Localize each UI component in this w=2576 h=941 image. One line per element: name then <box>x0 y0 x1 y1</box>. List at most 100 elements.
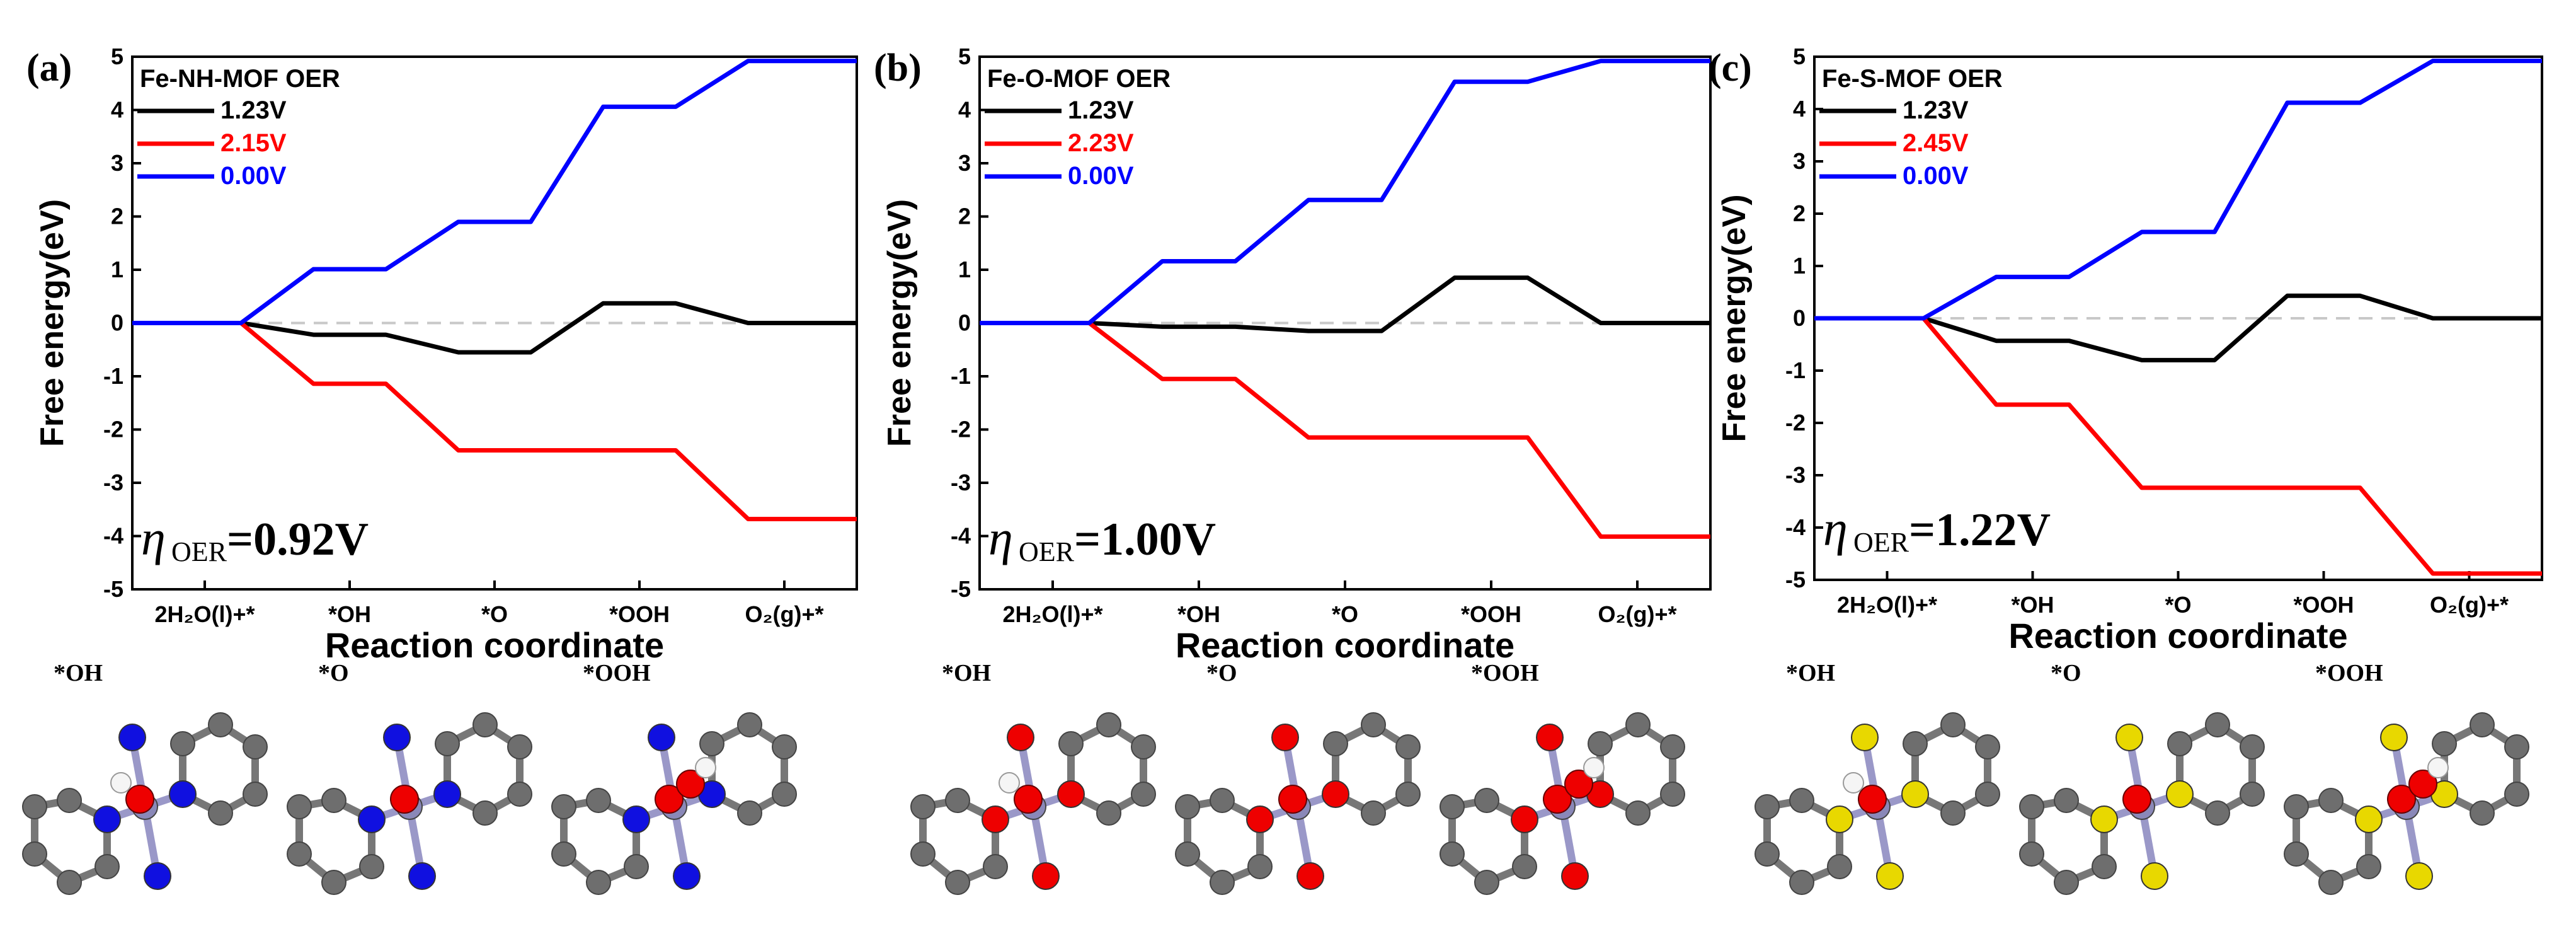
carbon-atom <box>1789 870 1814 895</box>
y-tick-label: -3 <box>951 470 971 495</box>
dopant-atom <box>2141 862 2168 890</box>
x-tick-label: *O <box>2165 592 2191 618</box>
y-tick-label: 2 <box>1793 200 1806 226</box>
carbon-atom <box>2432 731 2457 756</box>
y-tick-label: -5 <box>951 576 971 602</box>
y-tick-label: -5 <box>1785 567 1806 592</box>
hydrogen-atom <box>1843 772 1864 794</box>
carbon-atom <box>359 854 384 879</box>
carbon-atom <box>1440 794 1465 819</box>
carbon-atom <box>1395 782 1421 807</box>
carbon-atom <box>1827 854 1852 879</box>
y-tick-label: -2 <box>103 417 123 442</box>
carbon-atom <box>1096 712 1121 737</box>
dopant-atom <box>2166 780 2194 808</box>
y-tick-label: -4 <box>951 523 971 549</box>
chart-panel-2: -5 -4 -3 -2 -1 0 1 2 3 4 5 2H₂O(l)+* *OH *O *OOH O₂(g)+… <box>874 43 1712 895</box>
structure-label: *OH <box>1786 660 1835 686</box>
x-tick-label: O₂(g)+* <box>745 601 824 627</box>
carbon-atom <box>1755 794 1780 819</box>
carbon-atom <box>1789 788 1814 813</box>
x-axis-title: Reaction coordinate <box>325 625 664 665</box>
carbon-atom <box>1210 788 1235 813</box>
carbon-atom <box>2205 712 2230 737</box>
y-tick-label: 1 <box>111 257 123 282</box>
hydrogen-atom <box>999 772 1020 794</box>
dopant-atom <box>2090 805 2118 833</box>
carbon-atom <box>551 841 576 867</box>
dopant-atom <box>1561 862 1589 890</box>
carbon-atom <box>22 841 47 867</box>
oxygen-adsorbate <box>1858 785 1887 814</box>
carbon-atom <box>472 800 498 826</box>
y-tick-label: 2 <box>111 204 123 229</box>
oxygen-adsorbate <box>676 770 705 799</box>
dopant-atom <box>144 862 171 890</box>
carbon-atom <box>472 712 498 737</box>
carbon-atom <box>1588 731 1613 756</box>
series-line-0.00V <box>1814 59 2542 321</box>
series-line-2.45V <box>1814 316 2542 576</box>
dopant-atom <box>383 724 411 751</box>
y-tick-label: 4 <box>111 97 123 123</box>
eta-subscript: OER <box>1853 527 1909 558</box>
y-tick-label: -4 <box>1785 514 1806 540</box>
carbon-atom <box>1361 712 1386 737</box>
carbon-atom <box>2167 731 2192 756</box>
series-line-0.00V <box>980 59 1710 325</box>
y-tick-label: 3 <box>111 150 123 176</box>
x-axis-title: Reaction coordinate <box>1176 625 1514 665</box>
carbon-atom <box>1940 800 1966 826</box>
series-line-2.23V <box>980 321 1710 539</box>
carbon-atom <box>699 731 724 756</box>
y-axis-title: Free energy(eV) <box>1716 194 1753 442</box>
y-tick-label: -2 <box>951 417 971 442</box>
carbon-atom <box>2284 841 2309 867</box>
dopant-atom <box>1246 805 1274 833</box>
dopant-atom <box>1032 862 1060 890</box>
series-line-1.23V <box>980 275 1710 333</box>
eta-symbol: η <box>1823 501 1848 556</box>
carbon-atom <box>772 782 797 807</box>
series-line-1.23V <box>1814 293 2542 362</box>
oxygen-adsorbate <box>390 785 419 814</box>
structure-label: *O <box>1206 660 1237 686</box>
dopant-atom <box>1826 805 1853 833</box>
dopant-atom <box>408 862 436 890</box>
overpotential-value: =1.00V <box>1074 514 1216 565</box>
y-tick-label: -3 <box>103 470 123 495</box>
overpotential-value: =1.22V <box>1909 504 2051 556</box>
y-tick-label: -4 <box>103 523 123 549</box>
y-tick-label: 4 <box>958 97 971 123</box>
eta-symbol: η <box>141 511 166 565</box>
carbon-atom <box>1096 800 1121 826</box>
carbon-atom <box>243 734 268 759</box>
carbon-atom <box>2240 782 2265 807</box>
dopant-atom <box>2115 724 2143 751</box>
structure-oh: *OH <box>910 660 1156 895</box>
structure-label: *OOH <box>583 660 651 686</box>
structure-label: *O <box>2051 660 2081 686</box>
oxygen-adsorbate <box>1278 785 1307 814</box>
y-axis-title: Free energy(eV) <box>34 199 71 447</box>
x-tick-label: *OOH <box>1461 601 1521 627</box>
carbon-atom <box>1175 794 1200 819</box>
y-tick-label: 3 <box>958 150 971 176</box>
dopant-atom <box>1057 780 1085 808</box>
y-tick-label: 1 <box>1793 253 1806 279</box>
eta-symbol: η <box>988 511 1013 565</box>
y-tick-label: -3 <box>1785 462 1806 488</box>
panel-label: (c) <box>1709 47 1752 89</box>
carbon-atom <box>1975 782 2000 807</box>
structure-o: *O <box>1175 660 1421 895</box>
carbon-atom <box>57 788 82 813</box>
carbon-atom <box>1175 841 1200 867</box>
carbon-atom <box>2019 841 2044 867</box>
dopant-atom <box>1536 724 1564 751</box>
legend-label: 1.23V <box>1068 96 1134 124</box>
carbon-atom <box>2240 734 2265 759</box>
carbon-atom <box>2504 782 2529 807</box>
series-line-1.23V <box>132 301 857 355</box>
dopant-atom <box>1901 780 1929 808</box>
